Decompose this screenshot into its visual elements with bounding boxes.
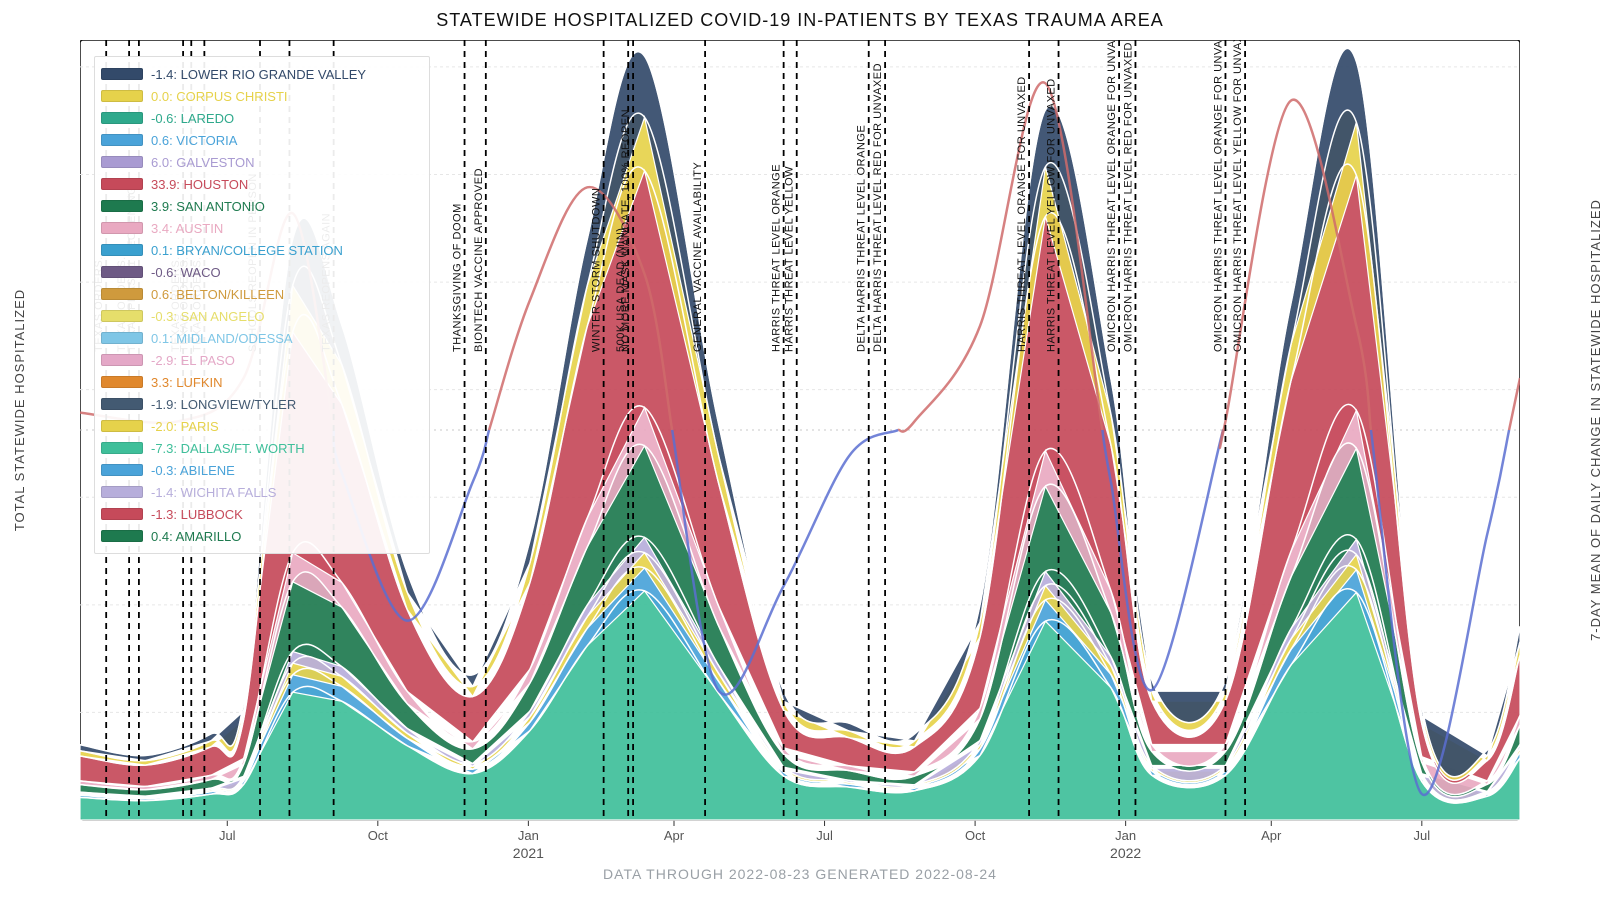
legend-row: 0.1: BRYAN/COLLEGE STATION xyxy=(101,239,421,261)
event-label: OMICRON HARRIS THREAT LEVEL ORANGE FOR U… xyxy=(1212,40,1224,352)
legend-swatch xyxy=(101,112,143,124)
legend-row: 0.1: MIDLAND/ODESSA xyxy=(101,327,421,349)
legend-row: 0.6: BELTON/KILLEEN xyxy=(101,283,421,305)
legend-text: 0.4: AMARILLO xyxy=(151,529,421,544)
legend-text: -1.4: WICHITA FALLS xyxy=(151,485,421,500)
legend-row: 0.0: CORPUS CHRISTI xyxy=(101,85,421,107)
xtick-label: Jul xyxy=(816,828,833,843)
legend-text: -0.3: SAN ANGELO xyxy=(151,309,421,324)
xtick-year-label: 2021 xyxy=(513,845,544,860)
legend: -1.4: LOWER RIO GRANDE VALLEY 0.0: CORPUS… xyxy=(94,56,430,554)
legend-text: -0.3: ABILENE xyxy=(151,463,421,478)
legend-text: -2.0: PARIS xyxy=(151,419,421,434)
legend-text: -2.9: EL PASO xyxy=(151,353,421,368)
legend-text: 0.1: MIDLAND/ODESSA xyxy=(151,331,421,346)
event-label: DELTA HARRIS THREAT LEVEL ORANGE xyxy=(856,125,868,352)
legend-row: -1.4: LOWER RIO GRANDE VALLEY xyxy=(101,63,421,85)
event-label: HARRIS THREAT LEVEL ORANGE FOR UNVAXED xyxy=(1016,76,1028,352)
legend-row: -1.4: WICHITA FALLS xyxy=(101,481,421,503)
legend-swatch xyxy=(101,398,143,410)
legend-swatch xyxy=(101,266,143,278)
legend-text: 0.1: BRYAN/COLLEGE STATION xyxy=(151,243,421,258)
legend-swatch xyxy=(101,508,143,520)
xtick-label: Oct xyxy=(368,828,389,843)
legend-swatch xyxy=(101,486,143,498)
legend-row: 3.3: LUFKIN xyxy=(101,371,421,393)
legend-text: -1.9: LONGVIEW/TYLER xyxy=(151,397,421,412)
xtick-year-label: 2022 xyxy=(1110,845,1141,860)
legend-row: 6.0: GALVESTON xyxy=(101,151,421,173)
legend-swatch xyxy=(101,90,143,102)
legend-swatch xyxy=(101,200,143,212)
chart-subtitle: DATA THROUGH 2022-08-23 GENERATED 2022-0… xyxy=(0,866,1600,882)
legend-text: 3.9: SAN ANTONIO xyxy=(151,199,421,214)
chart-title: STATEWIDE HOSPITALIZED COVID-19 IN-PATIE… xyxy=(0,10,1600,31)
legend-swatch xyxy=(101,354,143,366)
xtick-label: Jan xyxy=(518,828,539,843)
event-label: OMICRON HARRIS THREAT LEVEL ORANGE FOR U… xyxy=(1106,40,1118,352)
xtick-label: Jan xyxy=(1115,828,1136,843)
legend-row: 0.4: AMARILLO xyxy=(101,525,421,547)
legend-text: -7.3: DALLAS/FT. WORTH xyxy=(151,441,421,456)
legend-text: 0.6: BELTON/KILLEEN xyxy=(151,287,421,302)
legend-swatch xyxy=(101,310,143,322)
legend-text: 6.0: GALVESTON xyxy=(151,155,421,170)
legend-row: -0.6: LAREDO xyxy=(101,107,421,129)
legend-row: -2.0: PARIS xyxy=(101,415,421,437)
legend-text: -1.3: LUBBOCK xyxy=(151,507,421,522)
event-label: DELTA HARRIS THREAT LEVEL RED FOR UNVAXE… xyxy=(872,63,884,352)
event-label: WINTER STORM SHUTDOWN xyxy=(591,188,603,352)
event-label: GENERAL VACCINE AVAILABILITY xyxy=(692,162,704,352)
legend-swatch xyxy=(101,332,143,344)
event-label: HARRIS THREAT LEVEL ORANGE xyxy=(771,164,783,352)
event-label: HARRIS THREAT LEVEL YELLOW xyxy=(784,166,796,352)
legend-swatch xyxy=(101,288,143,300)
legend-row: -2.9: EL PASO xyxy=(101,349,421,371)
event-label: NO MORE MASK MANDATE, 100% REOPEN xyxy=(620,109,632,352)
xtick-label: Apr xyxy=(1261,828,1282,843)
legend-swatch xyxy=(101,68,143,80)
legend-swatch xyxy=(101,244,143,256)
event-label: BIONTECH VACCINE APPROVED xyxy=(473,168,485,352)
legend-swatch xyxy=(101,156,143,168)
legend-text: -0.6: LAREDO xyxy=(151,111,421,126)
legend-row: 3.4: AUSTIN xyxy=(101,217,421,239)
legend-swatch xyxy=(101,376,143,388)
legend-row: -7.3: DALLAS/FT. WORTH xyxy=(101,437,421,459)
chart-root: STATEWIDE HOSPITALIZED COVID-19 IN-PATIE… xyxy=(0,0,1600,900)
legend-text: 0.0: CORPUS CHRISTI xyxy=(151,89,421,104)
legend-text: 3.3: LUFKIN xyxy=(151,375,421,390)
legend-text: 0.6: VICTORIA xyxy=(151,133,421,148)
event-label: OMICRON HARRIS THREAT LEVEL YELLOW FOR U… xyxy=(1232,40,1244,352)
xtick-label: Apr xyxy=(664,828,685,843)
legend-swatch xyxy=(101,530,143,542)
daily-change-line xyxy=(1509,378,1520,430)
legend-swatch xyxy=(101,178,143,190)
xtick-label: Oct xyxy=(965,828,986,843)
legend-row: -0.6: WACO xyxy=(101,261,421,283)
legend-row: -1.9: LONGVIEW/TYLER xyxy=(101,393,421,415)
y-axis-label-right: 7-DAY MEAN OF DAILY CHANGE IN STATEWIDE … xyxy=(1588,170,1600,670)
legend-row: 0.6: VICTORIA xyxy=(101,129,421,151)
legend-text: -0.6: WACO xyxy=(151,265,421,280)
y-axis-label-left: TOTAL STATEWIDE HOSPITALIZED xyxy=(12,210,27,610)
event-label: HARRIS THREAT LEVEL YELLOW FOR UNVAXED xyxy=(1046,78,1058,352)
xtick-label: Jul xyxy=(1414,828,1431,843)
legend-text: 33.9: HOUSTON xyxy=(151,177,421,192)
legend-row: -0.3: ABILENE xyxy=(101,459,421,481)
legend-text: 3.4: AUSTIN xyxy=(151,221,421,236)
legend-row: -1.3: LUBBOCK xyxy=(101,503,421,525)
legend-swatch xyxy=(101,464,143,476)
event-label: OMICRON HARRIS THREAT LEVEL RED FOR UNVA… xyxy=(1122,42,1134,352)
legend-row: 33.9: HOUSTON xyxy=(101,173,421,195)
legend-swatch xyxy=(101,222,143,234)
xtick-label: Jul xyxy=(219,828,236,843)
legend-swatch xyxy=(101,134,143,146)
legend-swatch xyxy=(101,420,143,432)
legend-row: -0.3: SAN ANGELO xyxy=(101,305,421,327)
legend-row: 3.9: SAN ANTONIO xyxy=(101,195,421,217)
legend-swatch xyxy=(101,442,143,454)
legend-text: -1.4: LOWER RIO GRANDE VALLEY xyxy=(151,67,421,82)
event-label: THANKSGIVING OF DOOM xyxy=(452,203,464,352)
